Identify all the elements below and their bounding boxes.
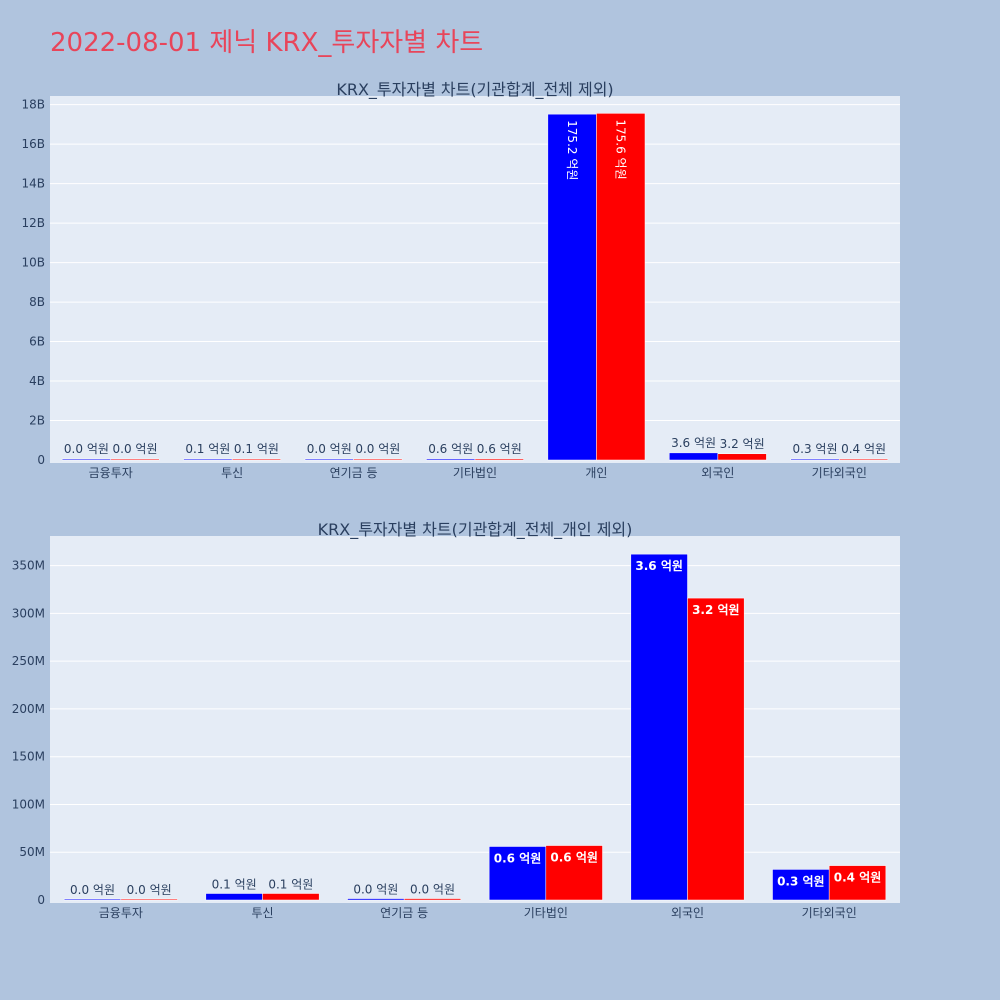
x-tick-label: 기타외국인 — [802, 906, 857, 920]
x-tick-label: 개인 — [585, 466, 607, 480]
bar — [262, 893, 320, 901]
y-tick-label: 0 — [37, 453, 45, 467]
data-label: 0.0 억원 — [307, 442, 352, 456]
data-label: 0.0 억원 — [353, 883, 398, 897]
y-tick-label: 8B — [29, 295, 45, 309]
data-label: 0.0 억원 — [355, 442, 400, 456]
bar — [205, 893, 263, 901]
data-label: 3.2 억원 — [720, 437, 765, 451]
page-title: 2022-08-01 제닉 KRX_투자자별 차트 — [50, 28, 484, 58]
data-label: 0.3 억원 — [777, 874, 825, 888]
y-tick-label: 0 — [37, 893, 45, 907]
data-label: 0.6 억원 — [477, 442, 522, 456]
data-label: 0.6 억원 — [494, 851, 542, 865]
bar — [717, 453, 767, 461]
bar — [630, 553, 688, 901]
x-tick-label: 기타법인 — [524, 906, 568, 920]
x-tick-label: 투신 — [251, 906, 273, 920]
bar — [347, 898, 405, 901]
bar — [547, 113, 597, 461]
y-tick-label: 100M — [12, 797, 45, 811]
y-tick-label: 300M — [12, 606, 45, 620]
data-label: 3.6 억원 — [671, 436, 716, 450]
x-tick-label: 외국인 — [671, 906, 704, 920]
bar — [426, 458, 476, 461]
data-label: 0.0 억원 — [64, 442, 109, 456]
bar — [596, 113, 646, 461]
y-tick-label: 50M — [19, 845, 45, 859]
bar — [474, 458, 524, 461]
bar — [403, 898, 462, 901]
bar — [669, 452, 719, 461]
y-tick-label: 2B — [29, 414, 45, 428]
plot-area-1 — [50, 536, 900, 903]
y-tick-label: 16B — [21, 137, 45, 151]
data-label: 0.6 억원 — [428, 442, 473, 456]
x-tick-label: 기타법인 — [453, 466, 497, 480]
data-label: 0.1 억원 — [234, 442, 279, 456]
chart-title-1: KRX_투자자별 차트(기관합계_전체_개인 제외) — [318, 520, 633, 540]
data-label: 3.2 억원 — [692, 603, 740, 617]
data-label: 3.6 억원 — [635, 559, 683, 573]
data-label: 175.6 억원 — [614, 119, 628, 179]
data-label: 0.0 억원 — [113, 442, 158, 456]
bar — [63, 898, 122, 901]
data-label: 0.1 억원 — [185, 442, 230, 456]
bar — [183, 458, 233, 461]
bar — [790, 458, 840, 461]
y-tick-label: 150M — [12, 750, 45, 764]
bar — [231, 458, 281, 461]
data-label: 0.6 억원 — [550, 851, 598, 865]
y-tick-label: 12B — [21, 216, 45, 230]
data-label: 0.1 억원 — [268, 878, 313, 892]
y-tick-label: 18B — [21, 98, 45, 112]
y-tick-label: 10B — [21, 256, 45, 270]
data-label: 0.0 억원 — [410, 883, 455, 897]
chart-title-0: KRX_투자자별 차트(기관합계_전체 제외) — [336, 80, 613, 100]
bar — [488, 846, 547, 901]
y-tick-label: 4B — [29, 374, 45, 388]
bar — [353, 458, 403, 461]
bar — [772, 869, 830, 901]
x-tick-label: 외국인 — [701, 466, 734, 480]
bar — [839, 458, 889, 461]
bar — [828, 865, 887, 901]
bar — [304, 458, 354, 461]
data-label: 0.4 억원 — [841, 442, 886, 456]
data-label: 0.4 억원 — [834, 871, 882, 885]
data-label: 0.0 억원 — [127, 883, 172, 897]
x-tick-label: 기타외국인 — [812, 466, 867, 480]
data-label: 0.0 억원 — [70, 883, 115, 897]
y-tick-label: 14B — [21, 177, 45, 191]
bar — [110, 458, 160, 461]
data-label: 0.1 억원 — [212, 878, 257, 892]
y-tick-label: 6B — [29, 335, 45, 349]
bar — [687, 597, 745, 901]
y-tick-label: 200M — [12, 702, 45, 716]
bar — [61, 458, 111, 461]
plot-area-0 — [50, 96, 900, 463]
x-tick-label: 연기금 등 — [330, 466, 378, 480]
bar — [120, 898, 178, 901]
bar — [545, 845, 603, 901]
x-tick-label: 투신 — [221, 466, 243, 480]
y-tick-label: 350M — [12, 559, 45, 573]
data-label: 175.2 억원 — [565, 120, 579, 180]
y-tick-label: 250M — [12, 654, 45, 668]
x-tick-label: 금융투자 — [99, 906, 143, 920]
x-tick-label: 금융투자 — [89, 466, 133, 480]
x-tick-label: 연기금 등 — [380, 906, 428, 920]
data-label: 0.3 억원 — [793, 442, 838, 456]
